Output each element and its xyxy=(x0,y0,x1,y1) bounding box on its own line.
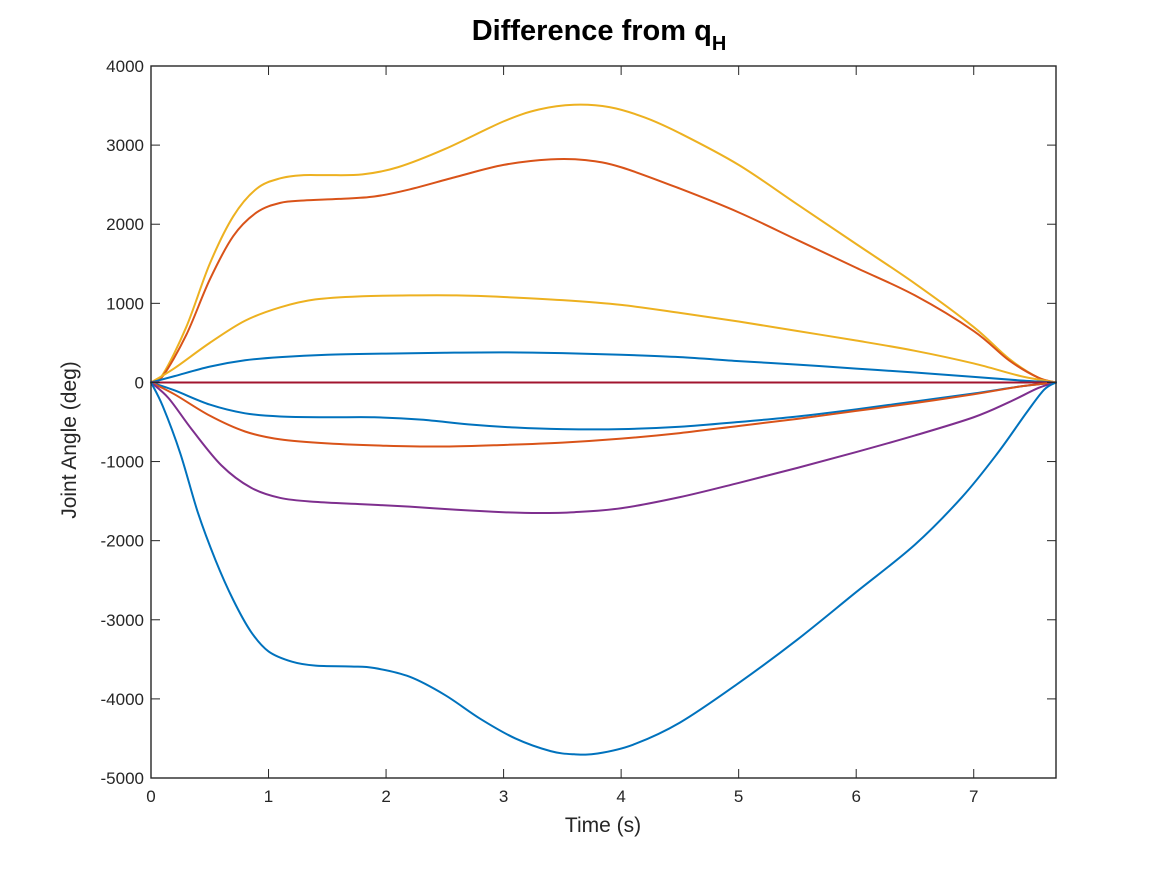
x-tick-label: 4 xyxy=(616,787,625,806)
series-line-4 xyxy=(150,351,1057,384)
plot-area-frame xyxy=(150,65,1057,779)
series-line-7 xyxy=(150,381,1057,448)
series-line-3 xyxy=(150,294,1057,384)
x-tick-label: 0 xyxy=(146,787,155,806)
y-tick-label: 4000 xyxy=(106,57,144,76)
y-tick-label: 3000 xyxy=(106,136,144,155)
chart-title-subscript: H xyxy=(712,33,726,55)
series-line-9 xyxy=(150,381,1057,756)
chart-title-main: Difference from q xyxy=(472,15,712,47)
series-line-8 xyxy=(150,381,1057,514)
ticks-layer: 0 1 2 3 4 5 6 7 4000 3000 2000 1000 0 -1000 -2000 -3000… xyxy=(101,57,1056,806)
y-axis-label: Joint Angle (deg) xyxy=(58,361,81,519)
y-tick-label: -2000 xyxy=(101,532,144,551)
x-tick-label: 2 xyxy=(381,787,390,806)
y-tick-label: -4000 xyxy=(101,690,144,709)
x-tick-label: 1 xyxy=(264,787,273,806)
series-line-2 xyxy=(150,157,1057,384)
x-tick-label: 6 xyxy=(851,787,860,806)
y-tick-label: -1000 xyxy=(101,453,144,472)
x-tick-label: 5 xyxy=(734,787,743,806)
x-tick-label: 3 xyxy=(499,787,508,806)
series-layer xyxy=(150,103,1057,756)
y-tick-label: -5000 xyxy=(101,769,144,788)
y-tick-label: 0 xyxy=(135,373,144,392)
x-tick-label: 7 xyxy=(969,787,978,806)
chart-title: Difference from qH xyxy=(472,15,727,55)
y-tick-label: 2000 xyxy=(106,215,144,234)
series-line-1 xyxy=(150,103,1057,384)
y-tick-label: -3000 xyxy=(101,611,144,630)
y-tick-label: 1000 xyxy=(106,294,144,313)
x-axis-label: Time (s) xyxy=(565,814,641,837)
series-line-6 xyxy=(150,381,1057,431)
